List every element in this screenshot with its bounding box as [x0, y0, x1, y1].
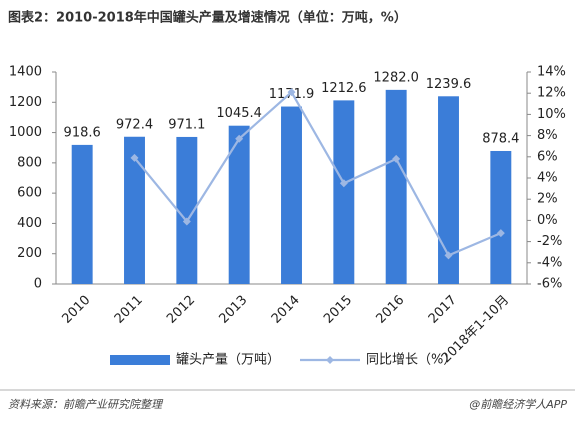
- bar: [438, 96, 459, 284]
- marker: [130, 153, 139, 162]
- data-label: 971.1: [168, 117, 205, 132]
- legend-label: 罐头产量（万吨）: [176, 353, 280, 368]
- data-label: 1282.0: [373, 70, 419, 85]
- x-tick-label: 2012: [164, 293, 198, 327]
- marker: [339, 179, 348, 188]
- marker: [444, 251, 453, 260]
- y2-tick-label: 10%: [537, 107, 566, 122]
- y2-tick-label: -4%: [537, 255, 562, 270]
- source: 资料来源：前瞻产业研究院整理: [8, 398, 164, 411]
- y2-tick-label: 4%: [537, 171, 558, 186]
- marker: [496, 229, 505, 238]
- x-tick-label: 2015: [321, 293, 355, 327]
- x-tick-label: 2011: [112, 293, 146, 327]
- y-tick-label: 200: [17, 246, 42, 261]
- marker: [235, 134, 244, 143]
- y2-tick-label: 8%: [537, 128, 558, 143]
- y-tick-label: 1400: [9, 65, 42, 80]
- x-tick-label: 2014: [269, 293, 303, 327]
- legend-label: 同比增长（%）: [366, 353, 456, 368]
- credit: @前瞻经济学人APP: [469, 398, 567, 411]
- data-label: 1045.4: [216, 106, 262, 121]
- y2-tick-label: 2%: [537, 192, 558, 207]
- data-label: 878.4: [482, 131, 519, 146]
- marker: [392, 154, 401, 163]
- marker: [287, 88, 296, 97]
- x-tick-label: 2013: [216, 293, 250, 327]
- bar: [228, 125, 250, 285]
- data-label: 918.6: [64, 125, 101, 140]
- y2-tick-label: 0%: [537, 213, 558, 228]
- bar: [385, 89, 407, 285]
- data-label: 972.4: [116, 117, 153, 132]
- line: [133, 90, 502, 257]
- chart-title: 图表2：2010-2018年中国罐头产量及增速情况（单位：万吨，%）: [8, 10, 407, 26]
- y-tick-label: 400: [17, 216, 42, 231]
- y-tick-label: 800: [17, 155, 42, 170]
- y-tick-label: 1000: [9, 125, 42, 140]
- y-tick-label: 1200: [9, 95, 42, 110]
- y2-tick-label: -6%: [537, 277, 562, 292]
- y-tick-label: 600: [17, 186, 42, 201]
- bar: [71, 144, 93, 284]
- legend-marker: [326, 356, 334, 364]
- y-tick-label: 0: [34, 277, 42, 292]
- y2-tick-label: 6%: [537, 149, 558, 164]
- data-label: 1212.6: [321, 81, 367, 96]
- legend-swatch: [110, 355, 170, 365]
- x-tick-label: 2016: [373, 293, 407, 327]
- bar: [333, 100, 355, 284]
- marker: [182, 217, 191, 226]
- bar: [281, 106, 302, 284]
- bar: [124, 136, 145, 284]
- bar: [490, 150, 512, 284]
- y2-tick-label: 14%: [537, 65, 566, 80]
- x-tick-label: 2010: [59, 293, 93, 327]
- y2-tick-label: 12%: [537, 86, 566, 101]
- bar: [176, 136, 198, 284]
- x-tick-label: 2017: [426, 293, 460, 327]
- data-label: 1239.6: [426, 77, 472, 92]
- y2-tick-label: -2%: [537, 234, 562, 249]
